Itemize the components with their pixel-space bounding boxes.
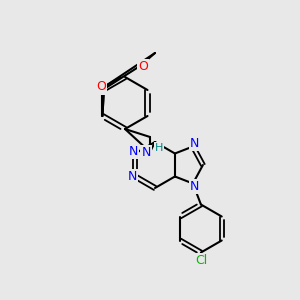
Text: N: N [190, 137, 200, 150]
Text: N: N [128, 170, 137, 183]
Text: O: O [138, 59, 148, 73]
Text: N: N [190, 180, 200, 193]
Text: N: N [141, 146, 151, 158]
Text: H: H [155, 143, 163, 153]
Text: Cl: Cl [195, 254, 207, 267]
Text: N: N [128, 145, 138, 158]
Text: O: O [96, 80, 106, 94]
